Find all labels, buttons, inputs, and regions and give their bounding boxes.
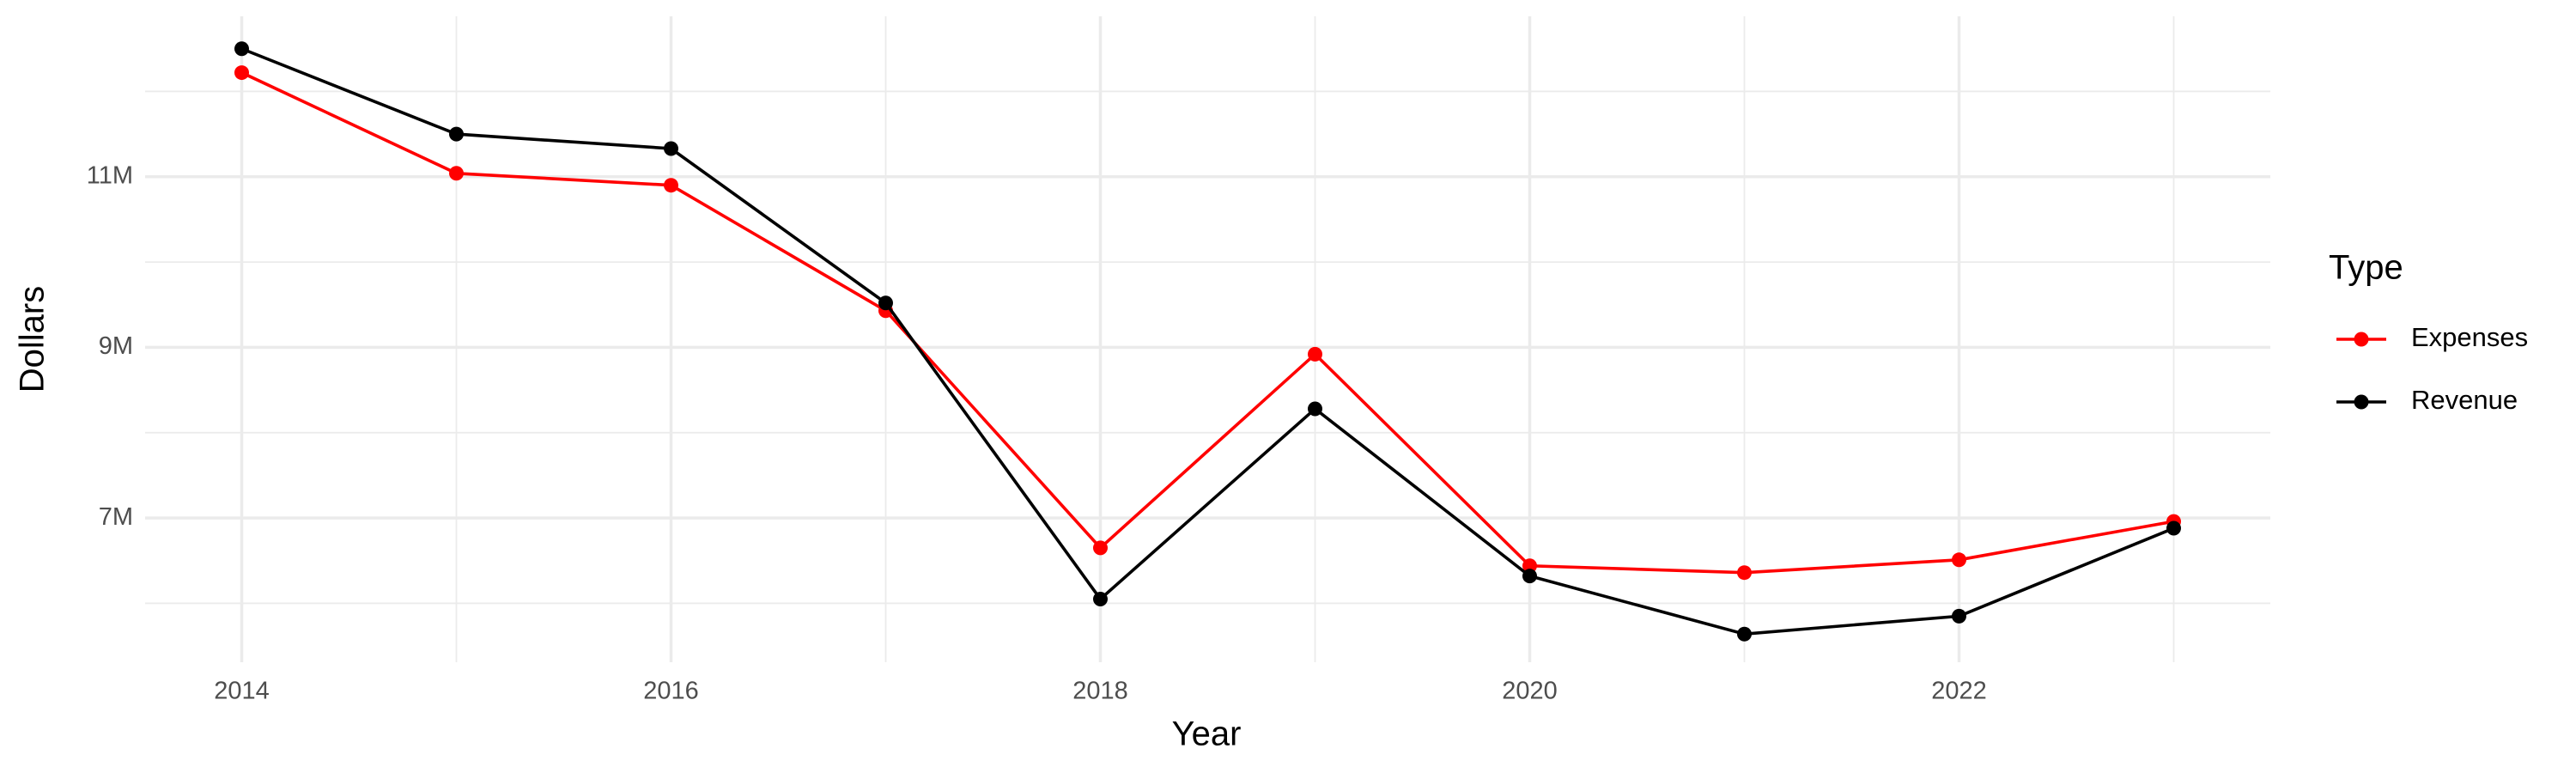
data-point <box>1737 565 1752 581</box>
x-tick-label: 2022 <box>1931 678 1987 705</box>
x-tick-label: 2014 <box>214 678 270 705</box>
x-tick-label: 2016 <box>643 678 699 705</box>
data-point <box>878 295 893 311</box>
legend-key-point <box>2354 394 2369 410</box>
data-point <box>234 65 249 81</box>
data-point <box>1093 540 1108 556</box>
grid <box>145 16 2270 662</box>
x-tick-label: 2020 <box>1502 678 1558 705</box>
series-line <box>240 47 2175 636</box>
data-point <box>1737 626 1752 642</box>
series-line <box>240 70 2174 575</box>
data-point <box>234 41 249 57</box>
data-point <box>664 141 678 156</box>
legend-title: Type <box>2329 249 2403 287</box>
data-point <box>1308 346 1322 362</box>
legend-key-point <box>2354 332 2369 347</box>
x-tick-label: 2018 <box>1072 678 1128 705</box>
data-point <box>1522 569 1537 584</box>
data-point <box>664 178 678 193</box>
data-point <box>1308 401 1322 417</box>
data-point <box>1952 608 1966 624</box>
y-tick-label: 7M <box>99 503 133 531</box>
legend-label: Revenue <box>2411 385 2518 415</box>
data-point <box>2166 520 2181 536</box>
y-axis-title: Dollars <box>14 286 52 393</box>
data-point <box>449 166 464 181</box>
data-point <box>1952 552 1966 568</box>
legend-label: Expenses <box>2411 322 2528 352</box>
data-point <box>449 126 464 142</box>
data-point <box>1093 591 1108 606</box>
y-tick-label: 9M <box>99 332 133 360</box>
y-tick-label: 11M <box>87 161 133 189</box>
data-point <box>1522 558 1537 574</box>
x-axis-title: Year <box>1172 715 1242 753</box>
